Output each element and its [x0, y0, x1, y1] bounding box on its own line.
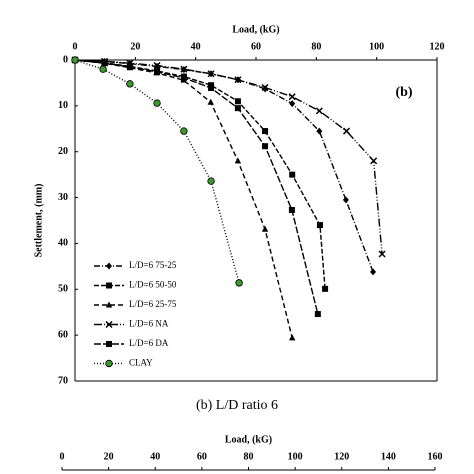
marker	[342, 127, 351, 135]
marker	[314, 311, 321, 318]
marker	[207, 177, 215, 185]
marker	[106, 262, 112, 270]
series-line	[74, 59, 319, 315]
marker	[106, 341, 112, 347]
marker	[154, 68, 161, 75]
y-tick-label: 50	[58, 284, 68, 295]
marker	[207, 98, 214, 105]
marker	[370, 268, 377, 276]
annotation: (b)	[395, 85, 412, 100]
x-tick-label: 40	[191, 41, 201, 52]
series-line	[74, 59, 374, 273]
x-tick-label: 0	[60, 451, 65, 462]
legend-label: L/D=6 DA	[129, 338, 169, 348]
legend-label: L/D=6 50-50	[129, 280, 177, 290]
y-tick-label: 10	[58, 100, 68, 111]
x-tick-label: 120	[430, 41, 445, 52]
marker	[207, 70, 215, 78]
legend-label: L/D=6 25-75	[129, 299, 177, 309]
x-tick-label: 20	[104, 451, 114, 462]
x-tick-label: 100	[288, 451, 303, 462]
x-tick-label: 40	[150, 451, 160, 462]
marker	[106, 282, 112, 289]
marker	[289, 334, 296, 341]
marker	[126, 63, 133, 70]
x-tick-label: 20	[130, 41, 140, 52]
x-tick-label: 80	[311, 41, 321, 52]
x-axis-label: Load, (kG)	[225, 434, 272, 445]
marker	[370, 157, 378, 165]
marker	[180, 65, 188, 73]
series-line	[74, 59, 383, 255]
marker	[316, 222, 323, 229]
marker	[99, 65, 107, 73]
x-axis-label: Load, (kG)	[232, 24, 279, 35]
legend-label: L/D=6 75-25	[129, 260, 177, 270]
marker	[234, 105, 241, 112]
marker	[105, 359, 113, 368]
x-tick-label: 120	[334, 451, 349, 462]
legend-label: L/D=6 NA	[129, 319, 169, 329]
marker	[153, 61, 161, 70]
marker	[322, 285, 329, 292]
y-tick-label: 0	[63, 54, 68, 65]
marker	[235, 279, 243, 287]
x-tick-label: 60	[251, 41, 261, 52]
marker	[289, 171, 296, 178]
marker	[180, 127, 188, 135]
y-axis-label: Settlement, (mm)	[33, 184, 44, 258]
marker	[234, 76, 242, 84]
marker	[262, 128, 269, 135]
marker	[315, 107, 323, 115]
x-tick-label: 140	[381, 451, 396, 462]
x-tick-label: 100	[369, 41, 384, 52]
marker	[234, 157, 242, 164]
marker	[105, 320, 113, 329]
marker	[208, 84, 215, 91]
marker	[288, 93, 296, 101]
x-tick-label: 160	[428, 451, 443, 462]
x-tick-label: 60	[197, 451, 207, 462]
marker	[153, 99, 161, 107]
marker	[261, 225, 269, 232]
y-tick-label: 20	[58, 146, 68, 157]
marker	[262, 143, 269, 150]
marker	[289, 100, 296, 108]
marker	[342, 196, 349, 204]
marker	[378, 250, 386, 258]
marker	[288, 206, 295, 213]
marker	[101, 60, 108, 67]
x-tick-label: 0	[73, 41, 78, 52]
marker	[180, 74, 187, 81]
marker	[262, 85, 269, 93]
legend-label: CLAY	[129, 358, 153, 368]
marker	[316, 127, 323, 135]
marker	[261, 83, 269, 92]
marker	[234, 98, 241, 105]
series-line	[74, 59, 293, 339]
marker	[126, 80, 134, 88]
series-line	[74, 59, 240, 284]
caption: (b) L/D ratio 6	[196, 398, 278, 413]
marker	[71, 56, 79, 64]
y-tick-label: 30	[58, 192, 68, 203]
marker	[105, 301, 113, 308]
y-tick-label: 40	[58, 238, 68, 249]
y-tick-label: 60	[58, 329, 68, 340]
y-tick-label: 70	[58, 375, 68, 386]
x-tick-label: 80	[244, 451, 254, 462]
